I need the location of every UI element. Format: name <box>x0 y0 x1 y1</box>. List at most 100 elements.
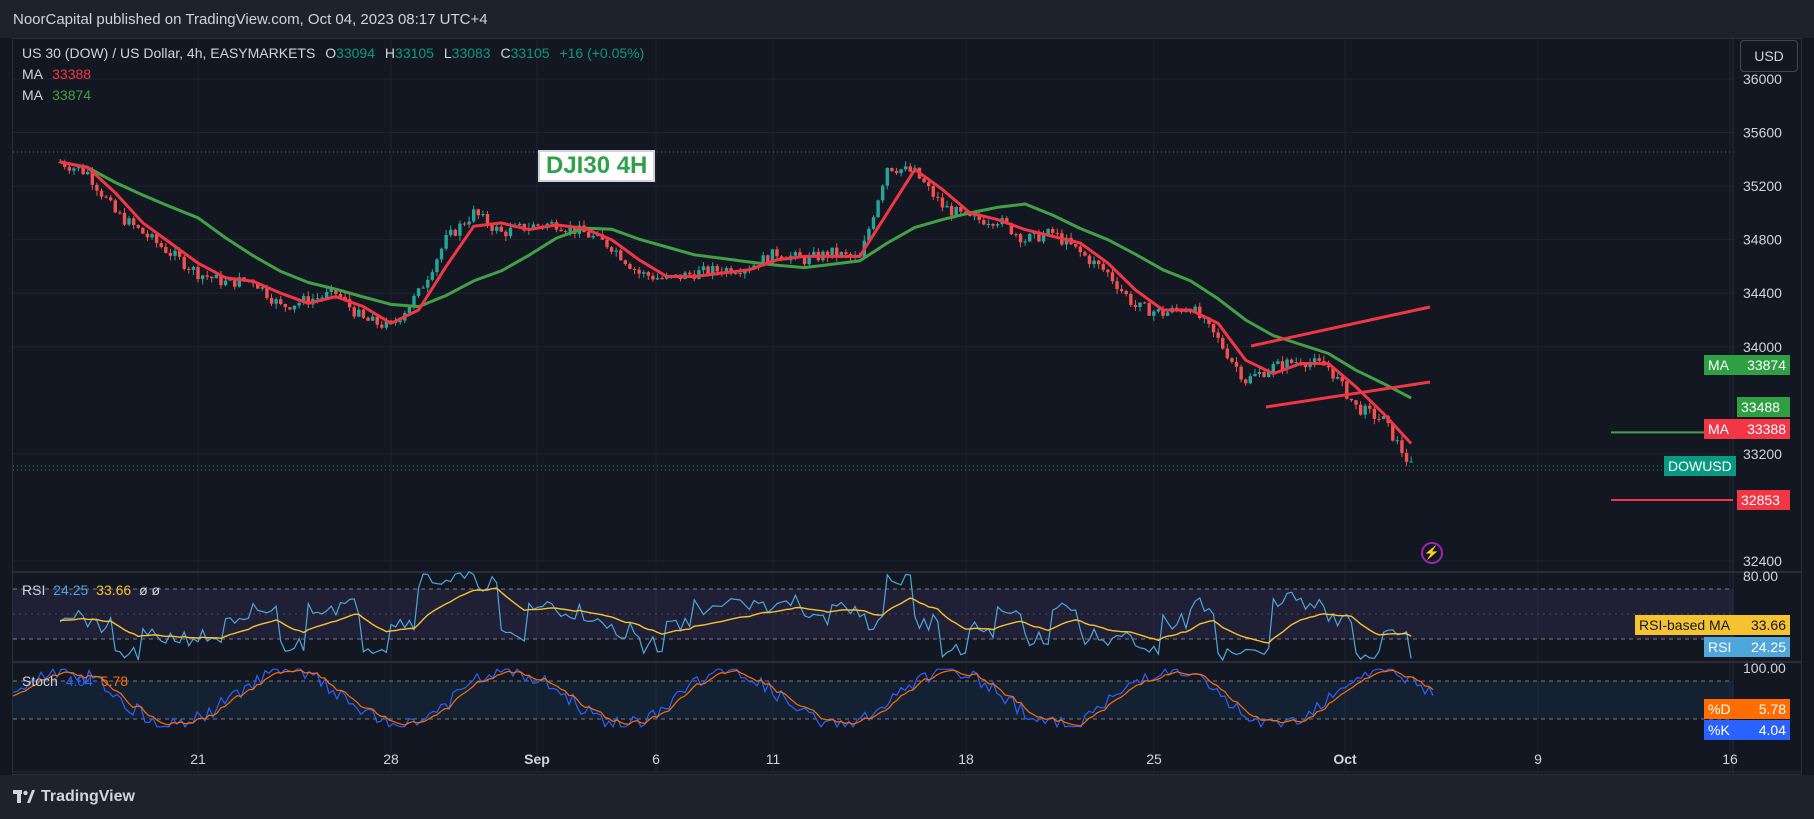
candle <box>568 226 572 232</box>
rsi-ma-tag: RSI-based MA 33.66 <box>1635 615 1790 635</box>
candle <box>1395 440 1400 442</box>
footer-bar: TradingView <box>0 775 1814 819</box>
candle <box>1096 260 1101 265</box>
candle <box>504 231 508 237</box>
currency-button[interactable]: USD <box>1740 40 1798 72</box>
channel-lower-line <box>1265 380 1431 409</box>
candle <box>1335 376 1340 379</box>
ma-slow-value: 33874 <box>52 87 92 103</box>
candle <box>361 309 366 318</box>
candle <box>646 272 651 276</box>
candle <box>1400 440 1404 454</box>
ma-fast-tag-value: 33388 <box>1747 421 1786 437</box>
high-value: 33105 <box>395 45 434 61</box>
candle <box>384 320 389 328</box>
ma-slow-line <box>59 160 1412 400</box>
candle <box>1046 229 1050 235</box>
ma-fast-legend[interactable]: MA 33388 <box>22 66 91 82</box>
candle <box>954 207 958 216</box>
candle <box>320 297 324 299</box>
change-value: +16 (+0.05%) <box>559 45 645 61</box>
candle <box>187 268 191 270</box>
candle <box>1124 291 1128 294</box>
candle <box>1216 332 1220 338</box>
lightning-icon[interactable]: ⚡ <box>1421 542 1443 564</box>
candle <box>81 167 85 175</box>
candle <box>1110 272 1115 282</box>
candle <box>1225 348 1230 359</box>
candle <box>550 222 554 224</box>
candle <box>959 207 963 212</box>
candle <box>370 316 375 321</box>
candle <box>214 274 219 279</box>
tradingview-logo[interactable]: TradingView <box>13 788 135 806</box>
candle <box>1266 372 1271 378</box>
rsi-ma-tag-label: RSI-based MA <box>1639 617 1731 633</box>
low-value: 33083 <box>451 45 491 61</box>
candle <box>655 278 660 280</box>
candle <box>940 197 945 208</box>
candle <box>715 266 719 272</box>
candle <box>926 182 931 186</box>
rsi-ma-value: 33.66 <box>96 582 132 598</box>
candle <box>1377 418 1381 420</box>
candle <box>908 166 912 172</box>
candle <box>835 247 839 257</box>
candle <box>890 167 894 172</box>
candle <box>1312 358 1317 363</box>
candle <box>168 252 173 256</box>
candle <box>798 252 802 257</box>
ma-slow-legend[interactable]: MA 33874 <box>22 87 91 103</box>
candle <box>292 305 297 310</box>
open-label: O <box>325 45 337 61</box>
candle <box>1129 293 1133 305</box>
candle <box>1276 361 1280 365</box>
candle <box>301 296 306 303</box>
candle <box>1244 379 1248 384</box>
symbol-title[interactable]: US 30 (DOW) / US Dollar, 4h, EASYMARKETS <box>22 45 316 61</box>
x-tick-label: 6 <box>652 751 660 767</box>
candle <box>1248 376 1253 384</box>
candle <box>793 252 798 256</box>
candle <box>1381 416 1386 420</box>
candle <box>1028 234 1032 242</box>
candle <box>779 256 784 259</box>
candle <box>1294 362 1298 364</box>
rsi-tag: RSI 24.25 <box>1704 637 1790 657</box>
candle <box>1133 304 1138 307</box>
candle <box>63 162 67 167</box>
candle <box>899 169 903 174</box>
stoch-k-tag-value: 4.04 <box>1758 722 1786 738</box>
candle <box>481 214 485 216</box>
candle <box>508 227 513 237</box>
publish-text: NoorCapital published on TradingView.com… <box>13 11 488 28</box>
y-tick-label: 33200 <box>1743 446 1782 462</box>
y-tick-label: 34400 <box>1743 285 1782 301</box>
candle <box>880 185 885 201</box>
candle <box>1289 359 1294 363</box>
candle <box>922 178 926 183</box>
chart-area[interactable] <box>12 38 1802 775</box>
candle <box>196 266 200 280</box>
candle <box>903 166 908 170</box>
stoch-legend[interactable]: Stoch 4.04 5.78 <box>22 673 128 689</box>
rsi-legend[interactable]: RSI 24.25 33.66 ø ø <box>22 582 160 598</box>
green-level-tag: 33488 <box>1737 397 1790 417</box>
candle <box>131 218 136 226</box>
candle <box>1221 337 1225 349</box>
channel-upper-line <box>1250 305 1431 348</box>
low-label: L <box>443 45 452 61</box>
ma-fast-label: MA <box>22 66 43 82</box>
candle <box>306 296 310 305</box>
y-tick-label: 34800 <box>1743 232 1782 248</box>
candle <box>1193 306 1197 313</box>
candle <box>426 279 430 288</box>
candle <box>1083 252 1087 256</box>
candle <box>1165 312 1170 316</box>
stoch-k-tag-label: %K <box>1708 722 1730 738</box>
candle <box>1092 260 1096 265</box>
candle <box>444 235 448 249</box>
candle <box>1152 311 1156 316</box>
candle <box>724 268 729 274</box>
